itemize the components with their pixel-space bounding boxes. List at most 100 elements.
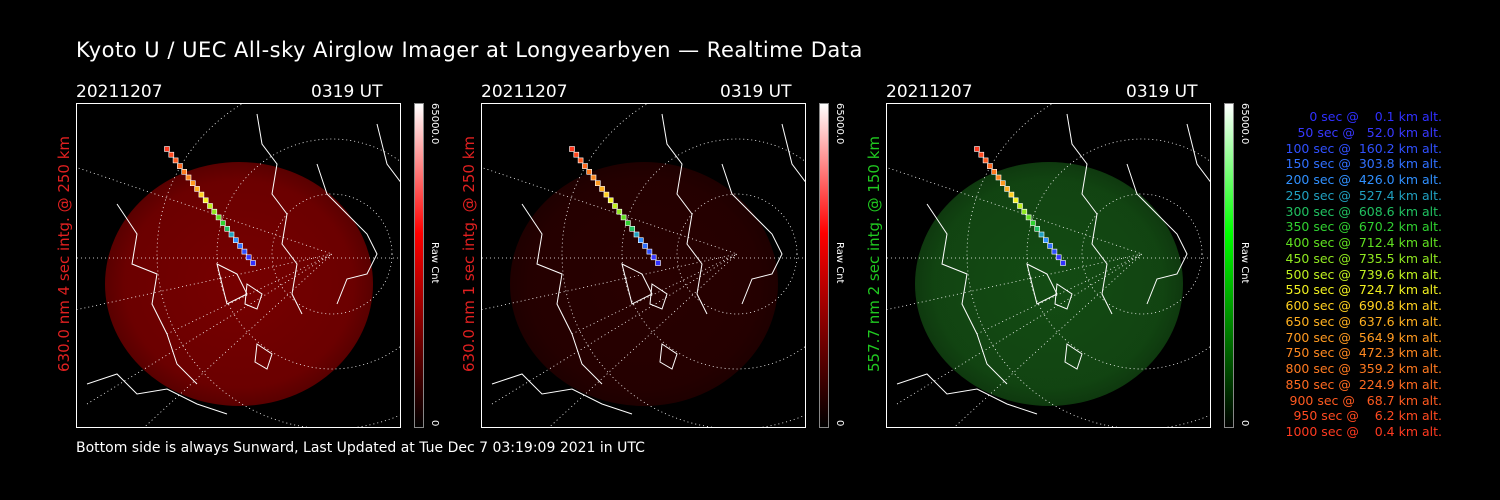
legend-entry: 550 sec @ 724.7 km alt. bbox=[1281, 282, 1443, 298]
colorbar bbox=[414, 103, 424, 428]
trajectory-point bbox=[164, 146, 170, 152]
legend-entry: 400 sec @ 712.4 km alt. bbox=[1281, 235, 1443, 250]
legend-entry: 600 sec @ 690.8 km alt. bbox=[1281, 298, 1443, 313]
trajectory-point bbox=[172, 157, 179, 164]
trajectory-point bbox=[241, 248, 248, 255]
trajectory-point bbox=[211, 208, 218, 215]
trajectory-point bbox=[655, 260, 661, 266]
airglow-disc bbox=[105, 162, 373, 406]
colorbar-min-label: 0 bbox=[1239, 420, 1250, 427]
trajectory-point bbox=[1051, 248, 1058, 255]
panel-side-label: 630.0 nm 4 sec intg. @ 250 km bbox=[55, 135, 73, 372]
colorbar-min-label: 0 bbox=[429, 420, 440, 427]
panel-time: 0319 UT bbox=[720, 82, 792, 102]
trajectory-point bbox=[625, 220, 631, 226]
panel-side-label: 630.0 nm 1 sec intg. @ 250 km bbox=[460, 135, 478, 372]
allsky-map bbox=[887, 104, 1210, 427]
trajectory-point bbox=[616, 208, 623, 215]
trajectory-point bbox=[612, 203, 618, 209]
trajectory-point bbox=[982, 157, 989, 164]
trajectory-point bbox=[978, 151, 985, 158]
airglow-disc bbox=[510, 162, 778, 406]
trajectory-point bbox=[995, 174, 1002, 181]
coastline bbox=[491, 113, 805, 415]
trajectory-point bbox=[1004, 186, 1010, 192]
legend-entry: 700 sec @ 564.9 km alt. bbox=[1281, 329, 1443, 345]
trajectory-point bbox=[646, 248, 653, 255]
colorbar-unit-label: Raw Cnt bbox=[1239, 242, 1250, 284]
trajectory-point bbox=[974, 146, 980, 152]
legend-entry: 250 sec @ 527.4 km alt. bbox=[1281, 187, 1443, 203]
coastline bbox=[86, 113, 400, 415]
trajectory-point bbox=[1030, 220, 1036, 226]
lat-lon-grid bbox=[77, 104, 400, 427]
trajectory-point bbox=[228, 231, 235, 238]
trajectory-point bbox=[1012, 197, 1019, 204]
trajectory bbox=[164, 146, 256, 266]
trajectory-point bbox=[1060, 260, 1066, 266]
legend-entry: 50 sec @ 52.0 km alt. bbox=[1289, 124, 1442, 140]
trajectory bbox=[974, 146, 1066, 266]
legend-entry: 200 sec @ 426.0 km alt. bbox=[1281, 172, 1443, 187]
trajectory-point bbox=[582, 163, 588, 169]
legend-entry: 850 sec @ 224.9 km alt. bbox=[1281, 376, 1443, 392]
trajectory-point bbox=[207, 203, 213, 209]
airglow-disc bbox=[915, 162, 1183, 406]
legend-entry: 0 sec @ 0.1 km alt. bbox=[1297, 109, 1442, 124]
colorbar-unit-label: Raw Cnt bbox=[429, 242, 440, 284]
legend-entry: 300 sec @ 608.6 km alt. bbox=[1281, 203, 1443, 219]
trajectory-point bbox=[586, 169, 592, 175]
trajectory-point bbox=[650, 254, 657, 261]
trajectory-point bbox=[1047, 243, 1053, 249]
trajectory-point bbox=[1000, 180, 1006, 186]
trajectory-point bbox=[194, 186, 200, 192]
trajectory-point bbox=[1025, 214, 1032, 221]
allsky-image bbox=[886, 103, 1211, 428]
trajectory-point bbox=[220, 220, 226, 226]
trajectory-point bbox=[599, 186, 605, 192]
legend-entry: 100 sec @ 160.2 km alt. bbox=[1281, 140, 1443, 156]
panel-side-label: 557.7 nm 2 sec intg. @ 150 km bbox=[865, 135, 883, 372]
legend-entry: 450 sec @ 735.5 km alt. bbox=[1281, 250, 1443, 266]
trajectory-point bbox=[603, 191, 610, 198]
trajectory-point bbox=[185, 174, 192, 181]
panel-date: 20211207 bbox=[886, 82, 973, 102]
colorbar-max-label: 65000.0 bbox=[429, 103, 440, 145]
trajectory-point bbox=[1017, 203, 1023, 209]
trajectory-point bbox=[233, 237, 239, 243]
trajectory-point bbox=[987, 163, 993, 169]
trajectory-point bbox=[1008, 191, 1015, 198]
trajectory-point bbox=[629, 226, 635, 232]
trajectory-point bbox=[198, 191, 205, 198]
legend-entry: 750 sec @ 472.3 km alt. bbox=[1281, 345, 1443, 361]
trajectory-legend: 0 sec @ 0.1 km alt. 50 sec @ 52.0 km alt… bbox=[1262, 109, 1443, 440]
trajectory-point bbox=[607, 197, 614, 204]
trajectory-point bbox=[245, 254, 252, 261]
trajectory-point bbox=[168, 151, 175, 158]
panel-date: 20211207 bbox=[76, 82, 163, 102]
trajectory-point bbox=[190, 180, 196, 186]
panel-date: 20211207 bbox=[481, 82, 568, 102]
trajectory-point bbox=[224, 226, 230, 232]
colorbar bbox=[819, 103, 829, 428]
allsky-map bbox=[77, 104, 400, 427]
allsky-image bbox=[481, 103, 806, 428]
trajectory-point bbox=[237, 243, 243, 249]
trajectory-point bbox=[590, 174, 597, 181]
coastline bbox=[896, 113, 1210, 415]
trajectory-point bbox=[633, 231, 640, 238]
trajectory-point bbox=[1043, 237, 1049, 243]
trajectory bbox=[569, 146, 661, 266]
trajectory-point bbox=[1055, 254, 1062, 261]
colorbar bbox=[1224, 103, 1234, 428]
legend-entry: 350 sec @ 670.2 km alt. bbox=[1281, 219, 1443, 235]
colorbar-max-label: 65000.0 bbox=[834, 103, 845, 145]
legend-entry: 950 sec @ 6.2 km alt. bbox=[1289, 408, 1442, 424]
footer-note: Bottom side is always Sunward, Last Upda… bbox=[76, 440, 645, 456]
allsky-map bbox=[482, 104, 805, 427]
legend-entry: 800 sec @ 359.2 km alt. bbox=[1281, 361, 1443, 376]
trajectory-point bbox=[202, 197, 209, 204]
trajectory-point bbox=[1034, 226, 1040, 232]
trajectory-point bbox=[595, 180, 601, 186]
trajectory-point bbox=[573, 151, 580, 158]
